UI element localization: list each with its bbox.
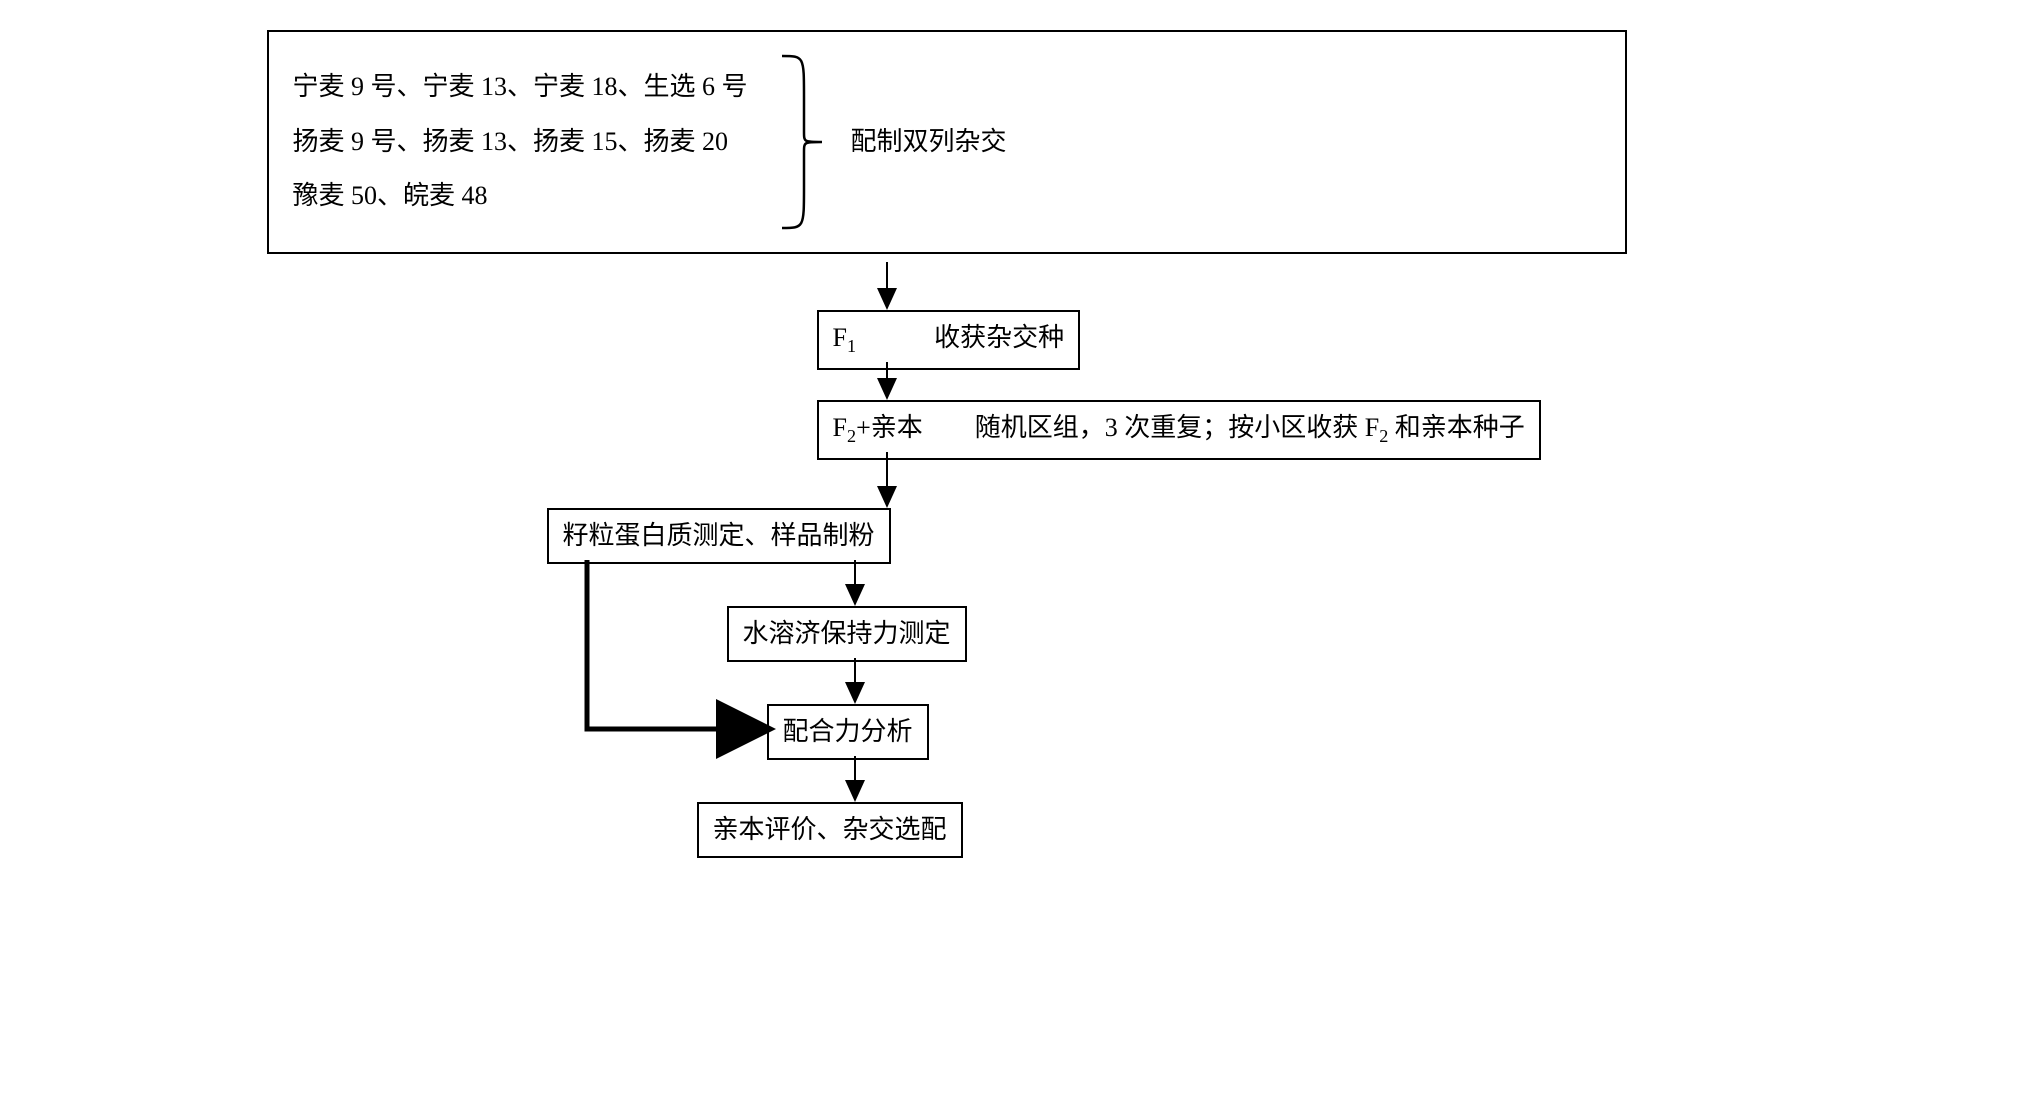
f2-prefix: F [833,413,847,442]
varieties-line-1: 宁麦 9 号、宁麦 13、宁麦 18、生选 6 号 [293,60,748,115]
f1-rest: 收获杂交种 [934,323,1064,352]
brace-label: 配制双列杂交 [851,124,1007,160]
f2-gap [923,413,975,442]
node-combining-ability: 配合力分析 [767,704,929,760]
f2-subscript-2: 2 [1379,426,1388,446]
f1-prefix: F [833,323,847,352]
f1-gap [856,323,934,352]
node-protein-milling: 籽粒蛋白质测定、样品制粉 [547,508,891,564]
f2-mid1: +亲本 [856,413,923,442]
varieties-line-3: 豫麦 50、皖麦 48 [293,169,748,224]
node-parents-box: 宁麦 9 号、宁麦 13、宁麦 18、生选 6 号 扬麦 9 号、扬麦 13、扬… [267,30,1627,254]
parent-varieties-list: 宁麦 9 号、宁麦 13、宁麦 18、生选 6 号 扬麦 9 号、扬麦 13、扬… [293,60,748,224]
node-f2-parents-block: F2+亲本 随机区组，3 次重复；按小区收获 F2 和亲本种子 [817,400,1541,460]
f2-subscript: 2 [847,426,856,446]
node-water-src: 水溶济保持力测定 [727,606,967,662]
node-parent-eval: 亲本评价、杂交选配 [697,802,963,858]
f2-mid2: 随机区组，3 次重复；按小区收获 F [975,413,1379,442]
varieties-line-2: 扬麦 9 号、扬麦 13、扬麦 15、扬麦 20 [293,115,748,170]
brace-icon [774,52,834,232]
f1-subscript: 1 [847,336,856,356]
f2-mid3: 和亲本种子 [1388,413,1525,442]
node-f1-harvest: F1 收获杂交种 [817,310,1081,370]
